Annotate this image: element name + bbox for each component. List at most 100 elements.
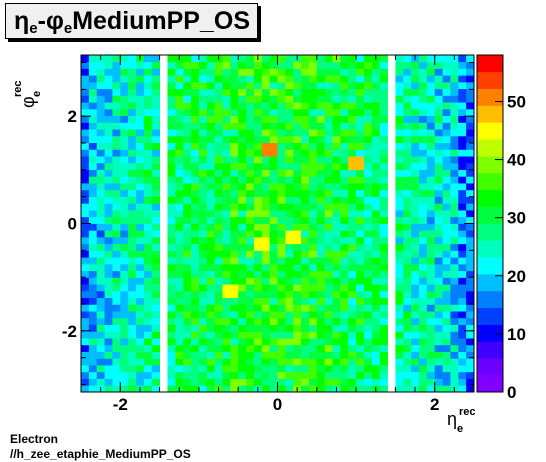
heatmap-cell [214, 81, 223, 90]
heatmap-cell [206, 338, 216, 346]
heatmap-cell [316, 55, 326, 63]
heatmap-cell [379, 230, 388, 238]
heatmap-cell [442, 61, 451, 69]
heatmap-cell [316, 243, 326, 251]
heatmap-cell [277, 142, 286, 150]
heatmap-cell [143, 243, 153, 251]
heatmap-cell [136, 115, 145, 123]
heatmap-cell [81, 169, 90, 177]
heatmap-cell [293, 344, 302, 352]
heatmap-cell [308, 55, 318, 63]
heatmap-cell [214, 223, 223, 231]
heatmap-cell [88, 108, 98, 117]
heatmap-cell [206, 277, 216, 285]
heatmap-cell [418, 115, 428, 123]
heatmap-cell [175, 290, 184, 299]
heatmap-cell [316, 344, 326, 352]
heatmap-cell [167, 108, 176, 117]
heatmap-cell [418, 297, 428, 305]
heatmap-cell [128, 304, 137, 312]
heatmap-cell [222, 277, 231, 285]
heatmap-cell [222, 68, 231, 76]
heatmap-cell [183, 183, 192, 191]
heatmap-cell [403, 88, 412, 96]
heatmap-cell [293, 102, 302, 110]
heatmap-cell [191, 331, 200, 339]
heatmap-cell [253, 149, 263, 157]
heatmap-cell [301, 263, 310, 272]
heatmap-cell [332, 68, 341, 76]
heatmap-cell [434, 61, 443, 69]
heatmap-cell [206, 142, 216, 150]
heatmap-cell [285, 203, 294, 211]
heatmap-cell [183, 358, 192, 366]
heatmap-cell [81, 176, 90, 184]
heatmap-cell [143, 317, 153, 325]
heatmap-cell [348, 88, 357, 96]
heatmap-cell [175, 257, 184, 265]
heatmap-cell [395, 250, 404, 258]
heatmap-cell [293, 304, 302, 312]
heatmap-cell [191, 81, 200, 90]
heatmap-cell [434, 304, 443, 312]
heatmap-cell [332, 317, 341, 325]
heatmap-cell [379, 68, 388, 76]
heatmap-cell [183, 257, 192, 265]
heatmap-cell [183, 135, 192, 144]
heatmap-cell [238, 115, 247, 123]
heatmap-cell [198, 371, 208, 379]
heatmap-cell [340, 203, 349, 211]
heatmap-cell [418, 142, 428, 150]
heatmap-cell [198, 162, 208, 170]
heatmap-cell [332, 270, 341, 278]
heatmap-cell [246, 230, 255, 238]
heatmap-cell [434, 81, 443, 90]
heatmap-cell [442, 270, 451, 278]
heatmap-cell [253, 183, 263, 191]
heatmap-cell [214, 250, 223, 258]
heatmap-cell [191, 108, 200, 117]
heatmap-cell [96, 331, 105, 339]
heatmap-cell [379, 122, 388, 130]
palette-swatch [477, 105, 503, 123]
heatmap-cell [466, 142, 475, 150]
heatmap-cell [363, 142, 373, 150]
footer-line-2: //h_zee_etaphie_MediumPP_OS [10, 447, 191, 461]
heatmap-cell [356, 385, 365, 393]
heatmap-cell [301, 351, 310, 359]
heatmap-cell [466, 344, 475, 352]
heatmap-cell [340, 277, 349, 285]
heatmap-cell [151, 169, 160, 177]
heatmap-cell [363, 203, 373, 211]
heatmap-cell [458, 189, 467, 197]
heatmap-cell [316, 257, 326, 265]
heatmap-cell [363, 176, 373, 184]
heatmap-cell [411, 210, 420, 218]
heatmap-cell [356, 344, 365, 352]
heatmap-cell [403, 338, 412, 346]
heatmap-cell [277, 277, 286, 285]
heatmap-cell [269, 142, 278, 150]
heatmap-cell [128, 81, 137, 90]
heatmap-cell [395, 324, 404, 332]
heatmap-cell [143, 284, 153, 292]
heatmap-cell [151, 196, 160, 204]
heatmap-cell [88, 236, 98, 245]
heatmap-cell [340, 189, 349, 197]
heatmap-cell [332, 263, 341, 272]
x-tick-label: -2 [113, 395, 128, 414]
heatmap-cell [151, 311, 160, 319]
heatmap-cell [269, 243, 278, 251]
heatmap-cell [183, 311, 192, 319]
heatmap-cell [128, 55, 137, 63]
heatmap-cell [348, 250, 357, 258]
heatmap-cell [191, 297, 200, 305]
heatmap-cell [418, 324, 428, 332]
heatmap-cell [136, 243, 145, 251]
heatmap-cell [261, 250, 271, 258]
heatmap-cell [238, 351, 247, 359]
heatmap-cell [222, 317, 231, 325]
heatmap-cell [104, 122, 113, 130]
heatmap-cell [81, 290, 90, 299]
heatmap-cell [324, 68, 333, 76]
